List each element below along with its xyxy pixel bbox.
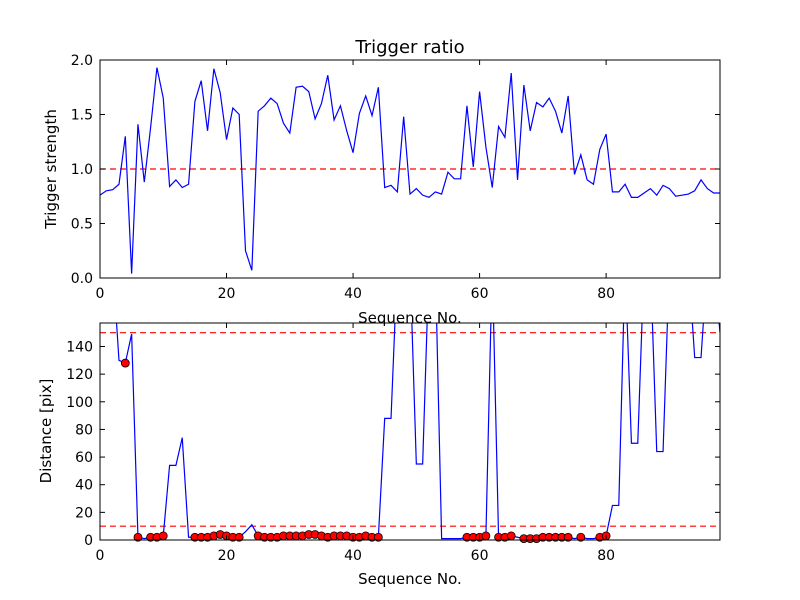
bottom-threshold-layer bbox=[100, 332, 720, 527]
x-tick-label: 80 bbox=[597, 548, 615, 564]
y-tick-label: 2.0 bbox=[71, 53, 93, 69]
bottom-panel: 0 20 40 60 80 0 20 40 60 80 100 120 140 Sequence No… bbox=[37, 322, 721, 588]
y-tick-label: 1.5 bbox=[71, 108, 93, 124]
bottom-y-ticks: 0 20 40 60 80 100 120 140 bbox=[66, 339, 720, 549]
y-tick-label: 80 bbox=[75, 422, 93, 438]
y-tick-label: 20 bbox=[75, 505, 93, 521]
data-point bbox=[133, 532, 143, 542]
data-point bbox=[120, 358, 130, 368]
bottom-x-axis-label: Sequence No. bbox=[358, 570, 462, 588]
x-tick-label: 80 bbox=[597, 286, 615, 302]
y-tick-label: 40 bbox=[75, 478, 93, 494]
x-tick-label: 0 bbox=[96, 548, 105, 564]
x-tick-label: 20 bbox=[218, 286, 236, 302]
x-tick-label: 20 bbox=[218, 548, 236, 564]
x-tick-label: 40 bbox=[344, 548, 362, 564]
top-panel: Trigger ratio 0 20 40 60 80 0.00.51.01.52.0 … bbox=[42, 37, 721, 327]
y-tick-label: 0.0 bbox=[71, 271, 93, 287]
x-tick-label: 40 bbox=[344, 286, 362, 302]
bottom-series-layer bbox=[115, 323, 720, 540]
y-tick-label: 140 bbox=[66, 339, 93, 355]
x-tick-label: 0 bbox=[96, 286, 105, 302]
bottom-x-ticks: 0 20 40 60 80 bbox=[96, 323, 615, 564]
top-chart-title: Trigger ratio bbox=[354, 37, 464, 58]
y-tick-label: 0 bbox=[84, 533, 93, 549]
data-point bbox=[506, 531, 516, 541]
data-point bbox=[563, 532, 573, 542]
y-tick-label: 0.5 bbox=[71, 217, 93, 233]
top-y-axis-label: Trigger strength bbox=[42, 109, 60, 230]
y-tick-label: 100 bbox=[66, 395, 93, 411]
bottom-plot-frame bbox=[99, 322, 721, 541]
x-tick-label: 60 bbox=[471, 548, 489, 564]
y-tick-label: 120 bbox=[66, 367, 93, 383]
series-line bbox=[100, 67, 720, 274]
data-point bbox=[158, 531, 168, 541]
bottom-y-axis-label: Distance [pix] bbox=[37, 379, 55, 484]
data-point bbox=[576, 532, 586, 542]
top-series-layer bbox=[100, 67, 720, 274]
top-x-axis-label: Sequence No. bbox=[358, 309, 462, 327]
series-line bbox=[115, 323, 720, 540]
data-point bbox=[234, 532, 244, 542]
bottom-marker-layer bbox=[120, 358, 611, 544]
y-tick-label: 60 bbox=[75, 450, 93, 466]
x-tick-label: 60 bbox=[471, 286, 489, 302]
top-x-ticks: 0 20 40 60 80 bbox=[96, 60, 615, 302]
y-tick-label: 1.0 bbox=[71, 162, 93, 178]
data-point bbox=[481, 531, 491, 541]
top-y-ticks: 0.0 0.5 1.0 1.5 2.0 bbox=[71, 53, 720, 287]
data-point bbox=[373, 532, 383, 542]
